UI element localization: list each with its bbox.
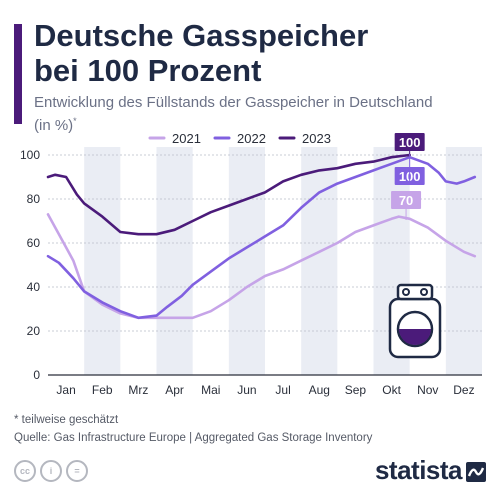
chart-subtitle: Entwicklung des Füllstands der Gasspeich… bbox=[34, 93, 474, 135]
tank-valve-knob bbox=[402, 288, 410, 296]
x-tick-label: Feb bbox=[92, 383, 113, 397]
month-band bbox=[156, 147, 193, 375]
x-tick-label: Apr bbox=[165, 383, 184, 397]
series-line-2023 bbox=[46, 153, 412, 236]
legend-label-2023: 2023 bbox=[302, 131, 331, 146]
x-tick-label: Mrz bbox=[128, 383, 148, 397]
month-band bbox=[445, 147, 482, 375]
month-band bbox=[228, 147, 265, 375]
source-note: Quelle: Gas Infrastructure Europe | Aggr… bbox=[14, 432, 373, 444]
title-line-2: bei 100 Prozent bbox=[34, 53, 262, 88]
subtitle-footnote-mark: * bbox=[73, 116, 77, 126]
month-band bbox=[84, 147, 121, 375]
equals-icon[interactable]: = bbox=[66, 460, 88, 482]
x-tick-label: Dez bbox=[453, 383, 474, 397]
x-tick-label: Mai bbox=[201, 383, 220, 397]
legend-label-2021: 2021 bbox=[172, 131, 201, 146]
y-tick-label: 60 bbox=[27, 236, 41, 250]
statista-wave-icon bbox=[466, 462, 486, 482]
y-tick-label: 100 bbox=[20, 148, 40, 162]
end-label-box-2023 bbox=[394, 133, 425, 151]
y-tick-label: 0 bbox=[33, 368, 40, 382]
x-tick-label: Sep bbox=[345, 383, 367, 397]
x-tick-label: Aug bbox=[309, 383, 330, 397]
gas-storage-chart: 0 20 40 60 80 100 Jan Feb Mrz Apr Mai Jun Jul Aug Sep O… bbox=[20, 131, 482, 397]
person-icon[interactable]: i bbox=[40, 460, 62, 482]
x-tick-label: Jun bbox=[237, 383, 256, 397]
license-icons: cc i = bbox=[14, 460, 88, 482]
y-tick-label: 20 bbox=[27, 324, 41, 338]
title-accent-bar bbox=[14, 24, 22, 124]
subtitle-line-1: Entwicklung des Füllstands der Gasspeich… bbox=[34, 94, 433, 111]
tank-valve-knob bbox=[420, 288, 428, 296]
cc-icon[interactable]: cc bbox=[14, 460, 36, 482]
legend-label-2022: 2022 bbox=[237, 131, 266, 146]
tank-gauge-fill bbox=[399, 329, 431, 345]
x-tick-label: Nov bbox=[417, 383, 438, 397]
end-label-2021: 70 bbox=[399, 193, 413, 208]
title-line-1: Deutsche Gasspeicher bbox=[34, 18, 369, 53]
end-label-box-2021 bbox=[391, 191, 422, 209]
page-title: Deutsche Gasspeicher bei 100 Prozent bbox=[34, 18, 474, 88]
footnote: * teilweise geschätzt bbox=[14, 414, 119, 426]
x-tick-label: Jul bbox=[275, 383, 290, 397]
gas-tank-icon bbox=[388, 283, 442, 359]
x-tick-label: Jan bbox=[56, 383, 75, 397]
y-tick-label: 40 bbox=[27, 280, 41, 294]
month-band bbox=[301, 147, 338, 375]
statista-logo[interactable]: statista bbox=[374, 455, 463, 485]
series-line-2022 bbox=[46, 155, 477, 320]
y-tick-label: 80 bbox=[27, 192, 41, 206]
end-label-2023: 100 bbox=[399, 135, 421, 150]
x-tick-label: Okt bbox=[382, 383, 401, 397]
subtitle-line-2: (in %) bbox=[34, 117, 74, 134]
